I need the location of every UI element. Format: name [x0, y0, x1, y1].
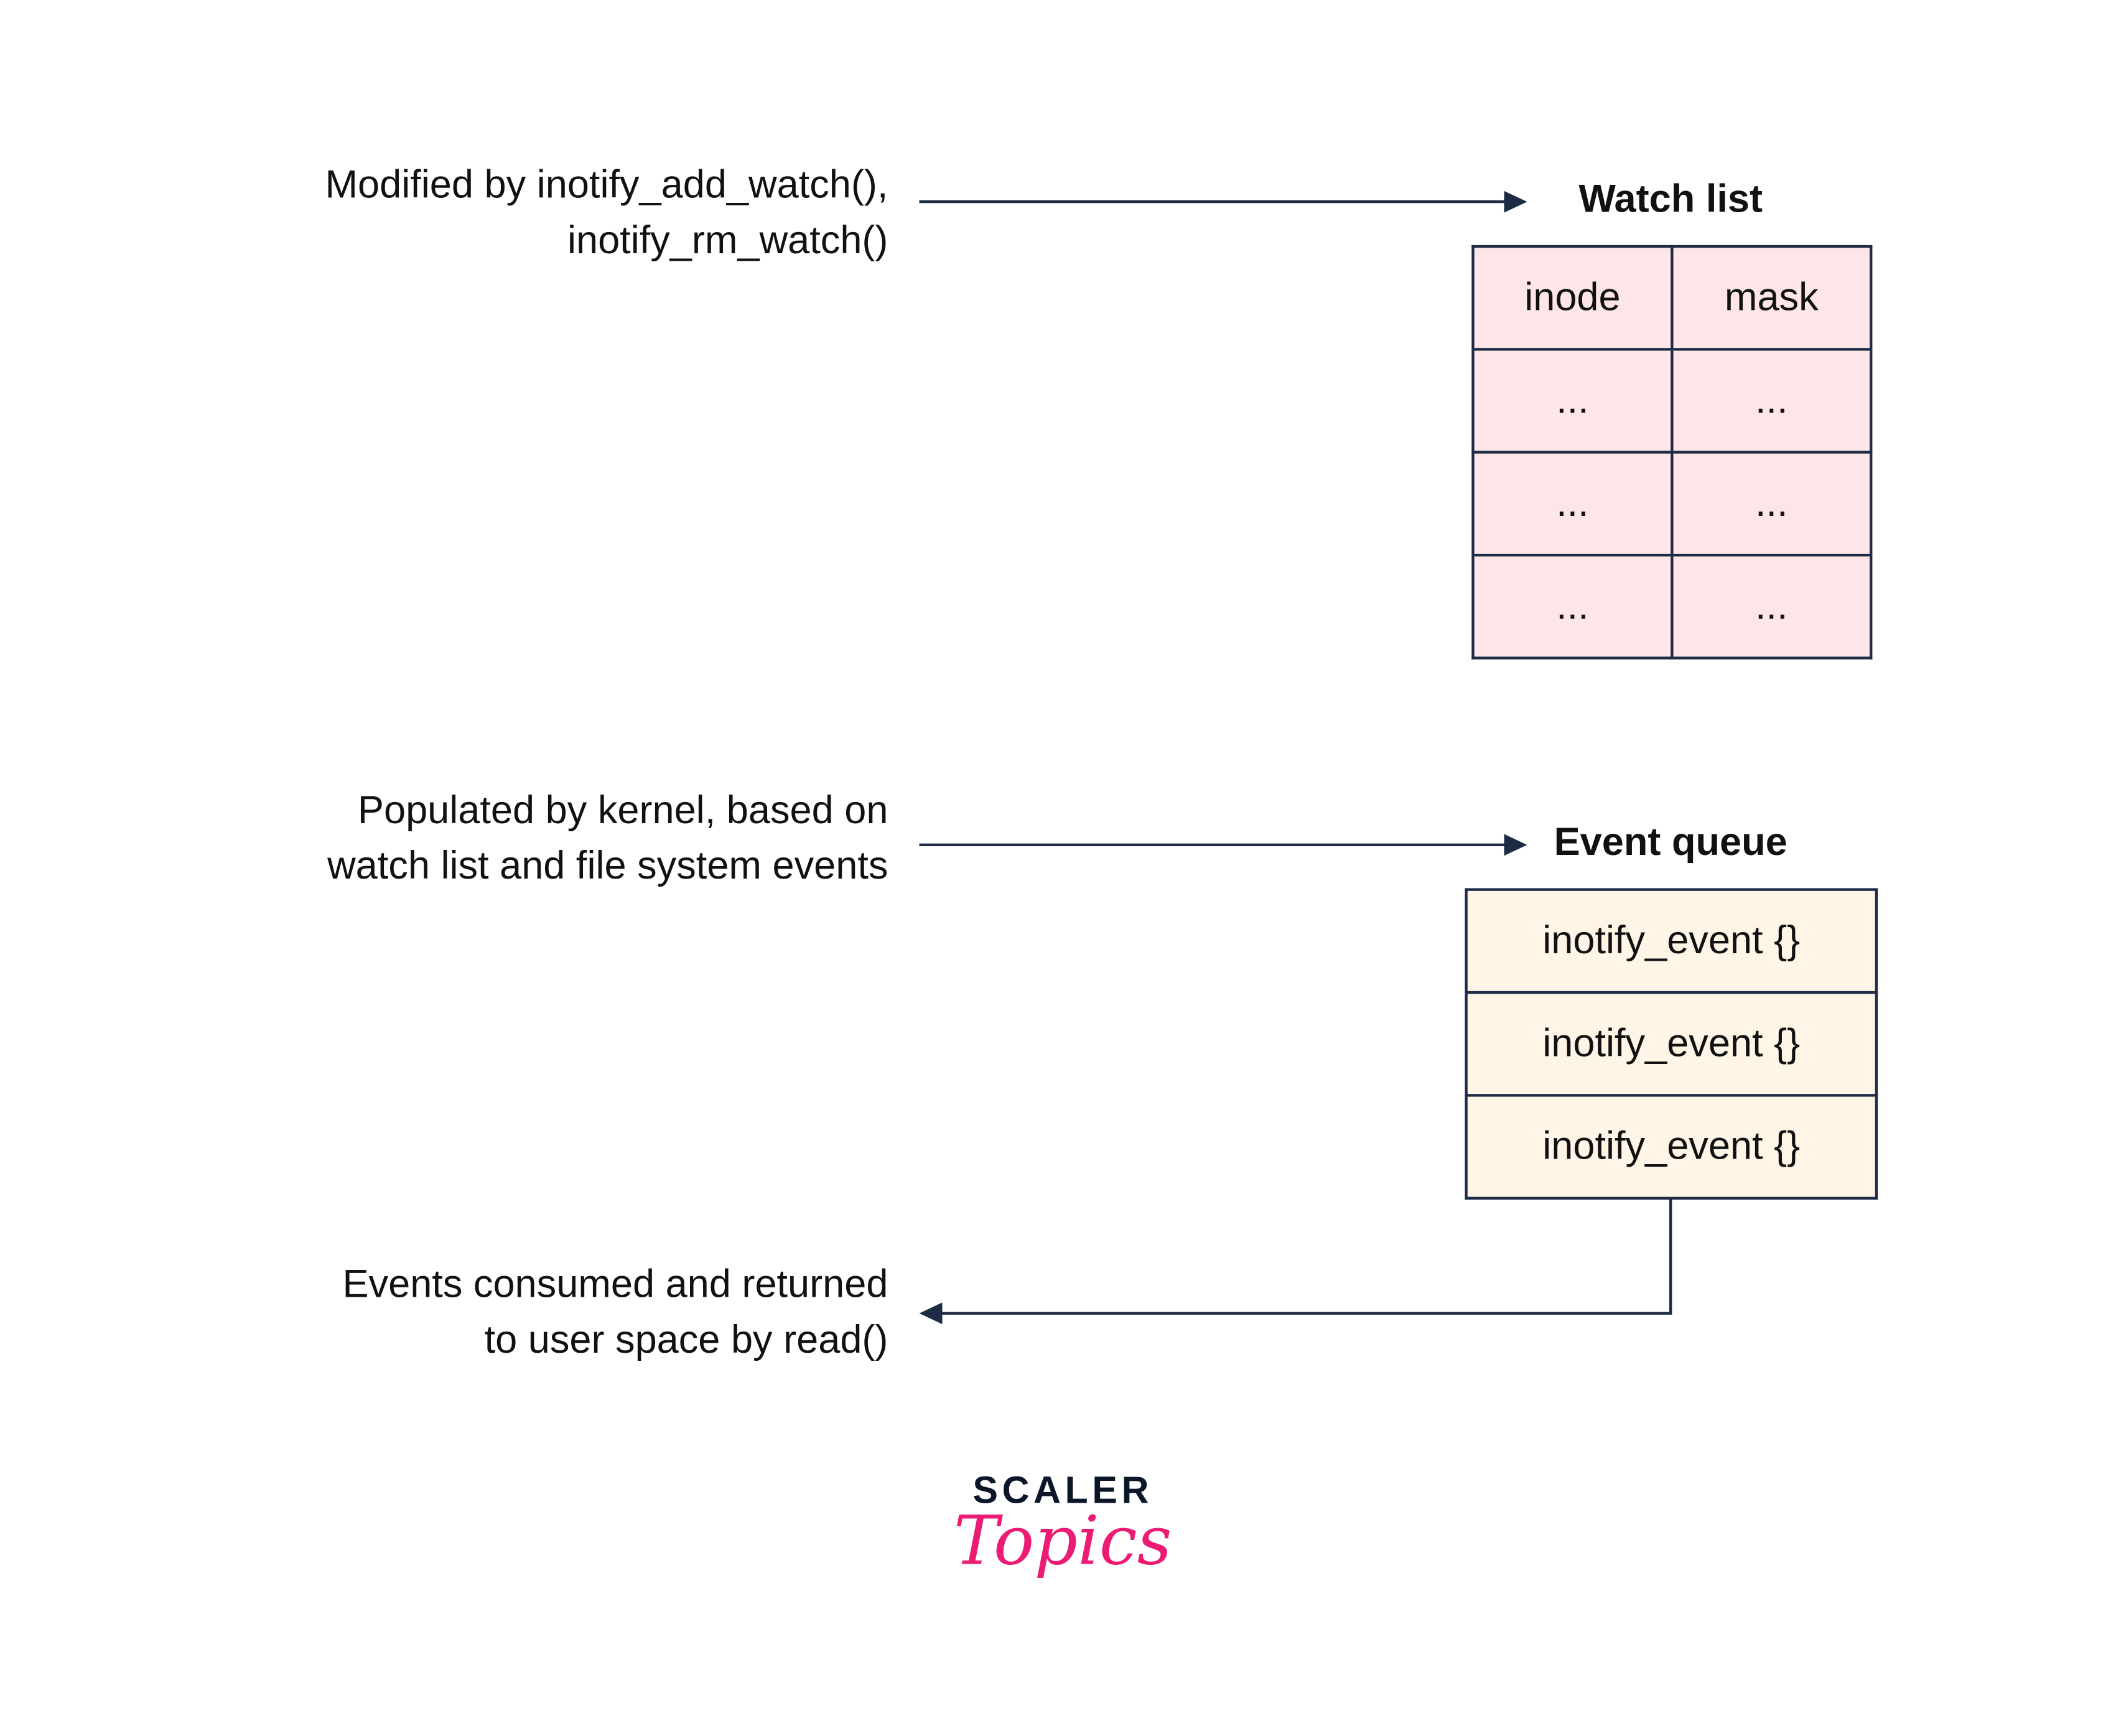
queue-populator-label: Populated by kernel, based on watch list…: [327, 784, 888, 895]
cell: ...: [1671, 450, 1873, 557]
watch-list-title: Watch list: [1578, 178, 1763, 222]
cell: ...: [1471, 553, 1674, 660]
header-inode: inode: [1471, 245, 1674, 351]
arrow-to-user-space: [919, 1197, 1672, 1325]
cell: ...: [1671, 553, 1873, 660]
watch-list-table: inode mask ...... ...... ......: [1471, 245, 1873, 660]
arrow-to-watch-list: [919, 190, 1527, 213]
label-line: Events consumed and returned: [342, 1263, 888, 1307]
label-line: Populated by kernel, based on: [357, 789, 888, 833]
table-header-row: inode mask: [1471, 245, 1873, 351]
label-line: to user space by read(): [484, 1318, 888, 1363]
arrow-to-event-queue: [919, 834, 1527, 856]
header-mask: mask: [1671, 245, 1873, 351]
event-queue-table: inotify_event {} inotify_event {} inotif…: [1465, 888, 1878, 1200]
table-row: ......: [1471, 348, 1873, 454]
queue-cell: inotify_event {}: [1465, 888, 1878, 994]
queue-cell: inotify_event {}: [1465, 991, 1878, 1097]
queue-item: inotify_event {}: [1465, 991, 1878, 1097]
label-line: watch list and file system events: [327, 844, 888, 889]
event-queue-title: Event queue: [1554, 821, 1787, 865]
scaler-topics-logo: SCALER Topics: [948, 1469, 1178, 1575]
table-row: ......: [1471, 450, 1873, 557]
queue-cell: inotify_event {}: [1465, 1094, 1878, 1200]
cell: ...: [1471, 348, 1674, 454]
queue-item: inotify_event {}: [1465, 888, 1878, 994]
label-line: inotify_rm_watch(): [567, 219, 888, 263]
consumer-label: Events consumed and returned to user spa…: [342, 1258, 888, 1369]
logo-scaler: SCALER: [972, 1468, 1154, 1511]
cell: ...: [1671, 348, 1873, 454]
cell: ...: [1471, 450, 1674, 557]
queue-item: inotify_event {}: [1465, 1094, 1878, 1200]
label-line: Modified by inotify_add_watch(),: [325, 164, 888, 207]
table-row: ......: [1471, 553, 1873, 660]
watch-modifier-label: Modified by inotify_add_watch(), inotify…: [325, 159, 888, 269]
logo-topics: Topics: [953, 1501, 1172, 1580]
